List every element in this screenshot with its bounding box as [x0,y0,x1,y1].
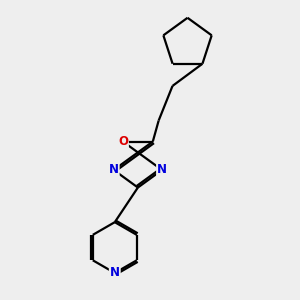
Text: N: N [157,164,167,176]
Text: O: O [118,135,128,148]
Text: N: N [110,266,120,280]
Text: N: N [109,164,119,176]
